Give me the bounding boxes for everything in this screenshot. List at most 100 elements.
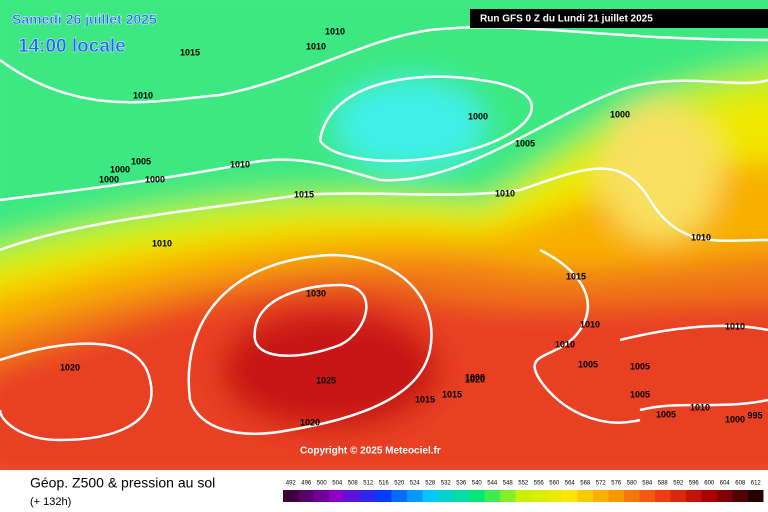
colorbar-tick-label: 524 bbox=[410, 481, 421, 487]
colorbar-cell bbox=[639, 490, 655, 502]
run-banner bbox=[470, 9, 768, 28]
colorbar-cell bbox=[732, 490, 748, 502]
isobar-label: 1020 bbox=[300, 417, 320, 427]
copyright: Copyright © 2025 Meteociel.fr bbox=[300, 446, 441, 457]
colorbar-tick-label: 564 bbox=[565, 481, 576, 487]
colorbar-tick-label: 608 bbox=[735, 481, 746, 487]
isobar-label: 1000 bbox=[610, 109, 630, 119]
colorbar-cell bbox=[717, 490, 733, 502]
colorbar-tick-label: 512 bbox=[363, 481, 374, 487]
isobar-label: 1010 bbox=[690, 402, 710, 412]
colorbar-tick-label: 532 bbox=[441, 481, 452, 487]
colorbar-cell bbox=[546, 490, 562, 502]
colorbar-cell bbox=[329, 490, 345, 502]
colorbar-cell bbox=[515, 490, 531, 502]
isobar-label: 1005 bbox=[630, 389, 650, 399]
isobar-label: 1010 bbox=[691, 232, 711, 242]
isobar-label: 1025 bbox=[316, 375, 336, 385]
colorbar-tick-label: 580 bbox=[627, 481, 638, 487]
colorbar-tick-label: 604 bbox=[720, 481, 731, 487]
isobar-label: 1000 bbox=[725, 414, 745, 424]
colorbar-cell bbox=[360, 490, 376, 502]
colorbar-cell bbox=[407, 490, 423, 502]
isobar-label: 1010 bbox=[230, 159, 250, 169]
colorbar-cell bbox=[686, 490, 702, 502]
colorbar-cell bbox=[670, 490, 686, 502]
colorbar-cell bbox=[624, 490, 640, 502]
isobar-label: 1005 bbox=[131, 156, 151, 166]
colorbar-cell bbox=[453, 490, 469, 502]
colorbar-tick-label: 516 bbox=[379, 481, 390, 487]
colorbar-tick-label: 584 bbox=[642, 481, 653, 487]
isobar-label: 1010 bbox=[555, 339, 575, 349]
colorbar-tick-label: 612 bbox=[751, 481, 762, 487]
isobar-label: 1015 bbox=[294, 189, 314, 199]
colorbar: 492 496 500 504 508 512 516 520 524 528 532 536 540 5… bbox=[283, 481, 764, 502]
colorbar-cell bbox=[298, 490, 314, 502]
footer-title: Géop. Z500 & pression au sol bbox=[30, 475, 215, 491]
isobar-label: 1005 bbox=[630, 361, 650, 371]
colorbar-tick-label: 520 bbox=[394, 481, 405, 487]
isobars bbox=[0, 25, 768, 442]
colorbar-tick-label: 544 bbox=[487, 481, 498, 487]
colorbar-tick-label: 552 bbox=[518, 481, 529, 487]
colorbar-cell bbox=[701, 490, 717, 502]
colorbar-cell bbox=[608, 490, 624, 502]
isobar-label: 1010 bbox=[580, 319, 600, 329]
colorbar-tick-label: 500 bbox=[317, 481, 328, 487]
colorbar-cell bbox=[376, 490, 392, 502]
isobar-label: 1005 bbox=[515, 138, 535, 148]
colorbar-cell bbox=[577, 490, 593, 502]
isobar-label: 1000 bbox=[468, 111, 488, 121]
isobar-label: 1010 bbox=[152, 238, 172, 248]
isobar-label: 1010 bbox=[495, 188, 515, 198]
isobar-label: 1020 bbox=[60, 362, 80, 372]
isobar-label: 1005 bbox=[656, 409, 676, 419]
run-info: Run GFS 0 Z du Lundi 21 juillet 2025 bbox=[480, 14, 653, 25]
isobar-label: 995 bbox=[747, 410, 762, 420]
colorbar-cell bbox=[484, 490, 500, 502]
colorbar-tick-label: 560 bbox=[549, 481, 560, 487]
colorbar-cell bbox=[593, 490, 609, 502]
isobar-label: 1010 bbox=[725, 321, 745, 331]
field bbox=[0, 0, 768, 490]
isobar-label: 1000 bbox=[465, 372, 485, 382]
isobar-label: 1000 bbox=[145, 174, 165, 184]
colorbar-tick-label: 592 bbox=[673, 481, 684, 487]
isobar-label: 1015 bbox=[442, 389, 462, 399]
colorbar-tick-label: 568 bbox=[580, 481, 591, 487]
colorbar-tick-label: 492 bbox=[286, 481, 297, 487]
colorbar-cell bbox=[500, 490, 516, 502]
colorbar-cell bbox=[562, 490, 578, 502]
colorbar-cell bbox=[469, 490, 485, 502]
colorbar-cell bbox=[748, 490, 764, 502]
isobar-label: 1015 bbox=[566, 271, 586, 281]
isobar-label: 1015 bbox=[415, 394, 435, 404]
isobar-label: 1010 bbox=[325, 26, 345, 36]
colorbar-tick-label: 536 bbox=[456, 481, 467, 487]
colorbar-cell bbox=[283, 490, 299, 502]
colorbar-tick-label: 600 bbox=[704, 481, 715, 487]
colorbar-cell bbox=[422, 490, 438, 502]
footer-lead: (+ 132h) bbox=[30, 496, 71, 508]
isobar-label: 1015 bbox=[180, 47, 200, 57]
isobar-label: 1000 bbox=[110, 164, 130, 174]
colorbar-tick-label: 588 bbox=[658, 481, 669, 487]
isobar-label: 1020 bbox=[465, 374, 485, 384]
isobar-label: 1000 bbox=[99, 174, 119, 184]
colorbar-tick-label: 548 bbox=[503, 481, 514, 487]
isobar-label: 1030 bbox=[306, 288, 326, 298]
colorbar-tick-label: 540 bbox=[472, 481, 483, 487]
colorbar-cell bbox=[391, 490, 407, 502]
colorbar-tick-label: 572 bbox=[596, 481, 607, 487]
colorbar-cell bbox=[345, 490, 361, 502]
isobar-label: 1010 bbox=[306, 41, 326, 51]
forecast-time: 14:00 locale bbox=[18, 36, 126, 57]
colorbar-tick-label: 496 bbox=[301, 481, 312, 487]
colorbar-tick-label: 508 bbox=[348, 481, 359, 487]
colorbar-cell bbox=[655, 490, 671, 502]
colorbar-cell bbox=[314, 490, 330, 502]
